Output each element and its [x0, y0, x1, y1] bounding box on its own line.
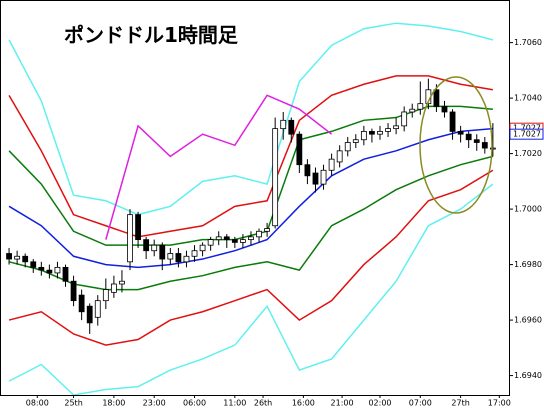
- plot-frame: [0, 0, 510, 396]
- candle-body: [320, 169, 327, 185]
- candle-body: [78, 294, 85, 313]
- candle-body: [385, 128, 391, 132]
- candle-body: [360, 131, 367, 141]
- x-tick-label: 17:00: [488, 399, 511, 408]
- candle-body: [393, 125, 400, 130]
- candle-body: [248, 236, 254, 241]
- price-marker-label: 1.7027: [513, 124, 541, 133]
- candle-body: [199, 244, 206, 252]
- x-tick-label: 16:00: [292, 399, 315, 408]
- candle-body: [449, 111, 456, 132]
- candle-body: [409, 108, 416, 113]
- candle-body: [46, 269, 53, 274]
- candle-body: [231, 239, 238, 243]
- candle-body: [94, 300, 101, 318]
- x-tick-label: 08:00: [26, 399, 49, 408]
- candle-body: [296, 133, 303, 166]
- candle-body: [473, 139, 480, 143]
- candle-body: [62, 266, 69, 282]
- candle-body: [191, 250, 198, 257]
- band-line: [8, 183, 494, 396]
- x-tick-label: 23:00: [143, 399, 166, 408]
- candle-body: [481, 142, 488, 149]
- candle-body: [183, 255, 190, 263]
- candle-body: [344, 142, 351, 152]
- candle-body: [175, 253, 182, 263]
- candle-body: [256, 230, 262, 238]
- candle-body: [102, 289, 109, 302]
- x-tick-label: 07:00: [409, 399, 432, 408]
- chart-title: ポンドドル1時間足: [64, 23, 239, 47]
- y-tick-label: 1.7060: [514, 38, 542, 47]
- candle-body: [143, 239, 150, 252]
- candle-body: [288, 119, 295, 135]
- x-tick-label: 11:00: [223, 399, 246, 408]
- x-tick-label: 21:00: [331, 399, 354, 408]
- price-marker-box: [509, 128, 544, 140]
- x-tick-label: 27th: [451, 399, 469, 408]
- candle-body: [264, 228, 270, 232]
- candle-body: [86, 305, 93, 324]
- candle-body: [304, 164, 311, 177]
- x-tick-label: 02:00: [368, 399, 391, 408]
- candle-body: [336, 150, 343, 163]
- candle-body: [6, 253, 12, 260]
- candle-body: [401, 111, 408, 127]
- candle-body: [110, 283, 117, 293]
- candle-body: [167, 253, 174, 260]
- candle-body: [457, 131, 464, 135]
- candle-body: [433, 89, 440, 107]
- band-line: [8, 75, 494, 238]
- candle-body: [151, 244, 158, 252]
- y-tick-label: 1.6980: [514, 260, 542, 269]
- x-tick-label: 26th: [254, 399, 272, 408]
- candle-body: [312, 172, 319, 185]
- highlight-ellipse: [419, 76, 493, 214]
- candle-body: [272, 128, 279, 227]
- candle-body: [38, 266, 45, 271]
- y-tick-label: 1.7000: [514, 205, 542, 214]
- candle-body: [489, 147, 496, 150]
- x-tick-label: 25th: [64, 399, 82, 408]
- candle-body: [223, 236, 230, 241]
- candle-body: [441, 106, 448, 113]
- candle-body: [54, 266, 61, 274]
- candle-body: [328, 158, 335, 171]
- candle-body: [70, 280, 77, 302]
- x-tick-label: 06:00: [183, 399, 206, 408]
- candle-body: [119, 280, 125, 285]
- y-tick-label: 1.6940: [514, 371, 542, 380]
- candle-body: [377, 131, 383, 135]
- candle-body: [352, 139, 359, 143]
- candle-body: [159, 244, 166, 260]
- band-line: [105, 94, 333, 240]
- candle-body: [14, 255, 21, 260]
- y-tick-label: 1.7040: [514, 94, 542, 103]
- candle-body: [369, 131, 375, 135]
- y-tick-label: 1.7020: [514, 149, 542, 158]
- candle-body: [127, 214, 133, 263]
- candle-body: [280, 119, 287, 130]
- band-line: [8, 169, 494, 346]
- candle-body: [417, 103, 424, 110]
- y-tick-label: 1.6960: [514, 316, 542, 325]
- price-marker-label: 1.7027: [513, 130, 541, 139]
- candle-body: [465, 133, 472, 141]
- candle-body: [207, 239, 214, 246]
- x-tick-label: 18:00: [102, 399, 125, 408]
- band-line: [8, 22, 494, 216]
- candle-body: [22, 255, 29, 263]
- candle-body: [215, 236, 222, 241]
- candle-body: [240, 239, 246, 243]
- candle-body: [30, 261, 37, 268]
- band-line: [8, 155, 494, 291]
- candle-body: [135, 214, 141, 241]
